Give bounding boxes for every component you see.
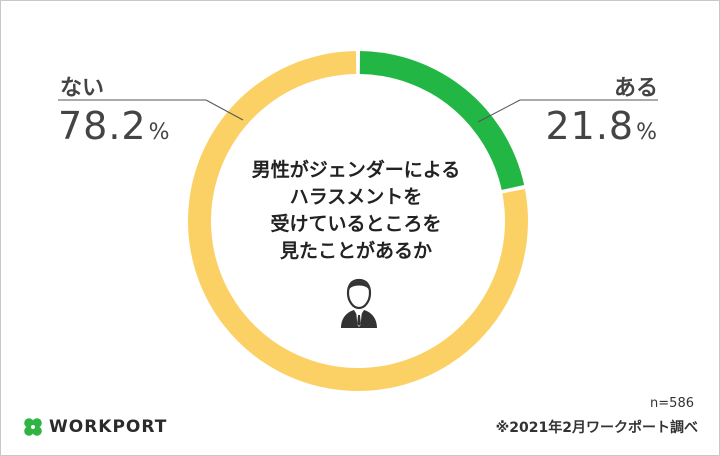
label-no-unit: % — [148, 120, 171, 145]
label-no-number: 78.2 — [58, 104, 147, 148]
center-question-line-1: 男性がジェンダーによる — [251, 159, 461, 181]
label-yes-name: ある — [613, 76, 658, 101]
leader-line-yes — [477, 99, 521, 123]
businessman-icon — [341, 278, 377, 328]
center-question-line-3: 受けているところを — [270, 213, 442, 235]
label-no-value: 78.2% — [58, 104, 171, 148]
donut-slice-yes — [359, 51, 525, 190]
brand-name: WORKPORT — [49, 417, 168, 437]
leader-line-no — [205, 99, 244, 121]
label-yes-number: 21.8 — [545, 104, 635, 148]
label-yes-unit: % — [636, 120, 658, 145]
brand-logo: WORKPORT — [22, 414, 167, 440]
label-no-name: ない — [60, 76, 105, 101]
label-yes-value: 21.8% — [545, 104, 658, 148]
source-note: ※2021年2月ワークポート調べ — [495, 420, 698, 436]
center-question-line-2: ハラスメントを — [289, 186, 423, 208]
center-question: 男性がジェンダーによる ハラスメントを 受けているところを 見たことがあるか — [246, 157, 466, 265]
clover-icon — [24, 418, 42, 436]
center-question-line-4: 見たことがあるか — [279, 240, 432, 262]
sample-size: n=586 — [650, 396, 694, 411]
